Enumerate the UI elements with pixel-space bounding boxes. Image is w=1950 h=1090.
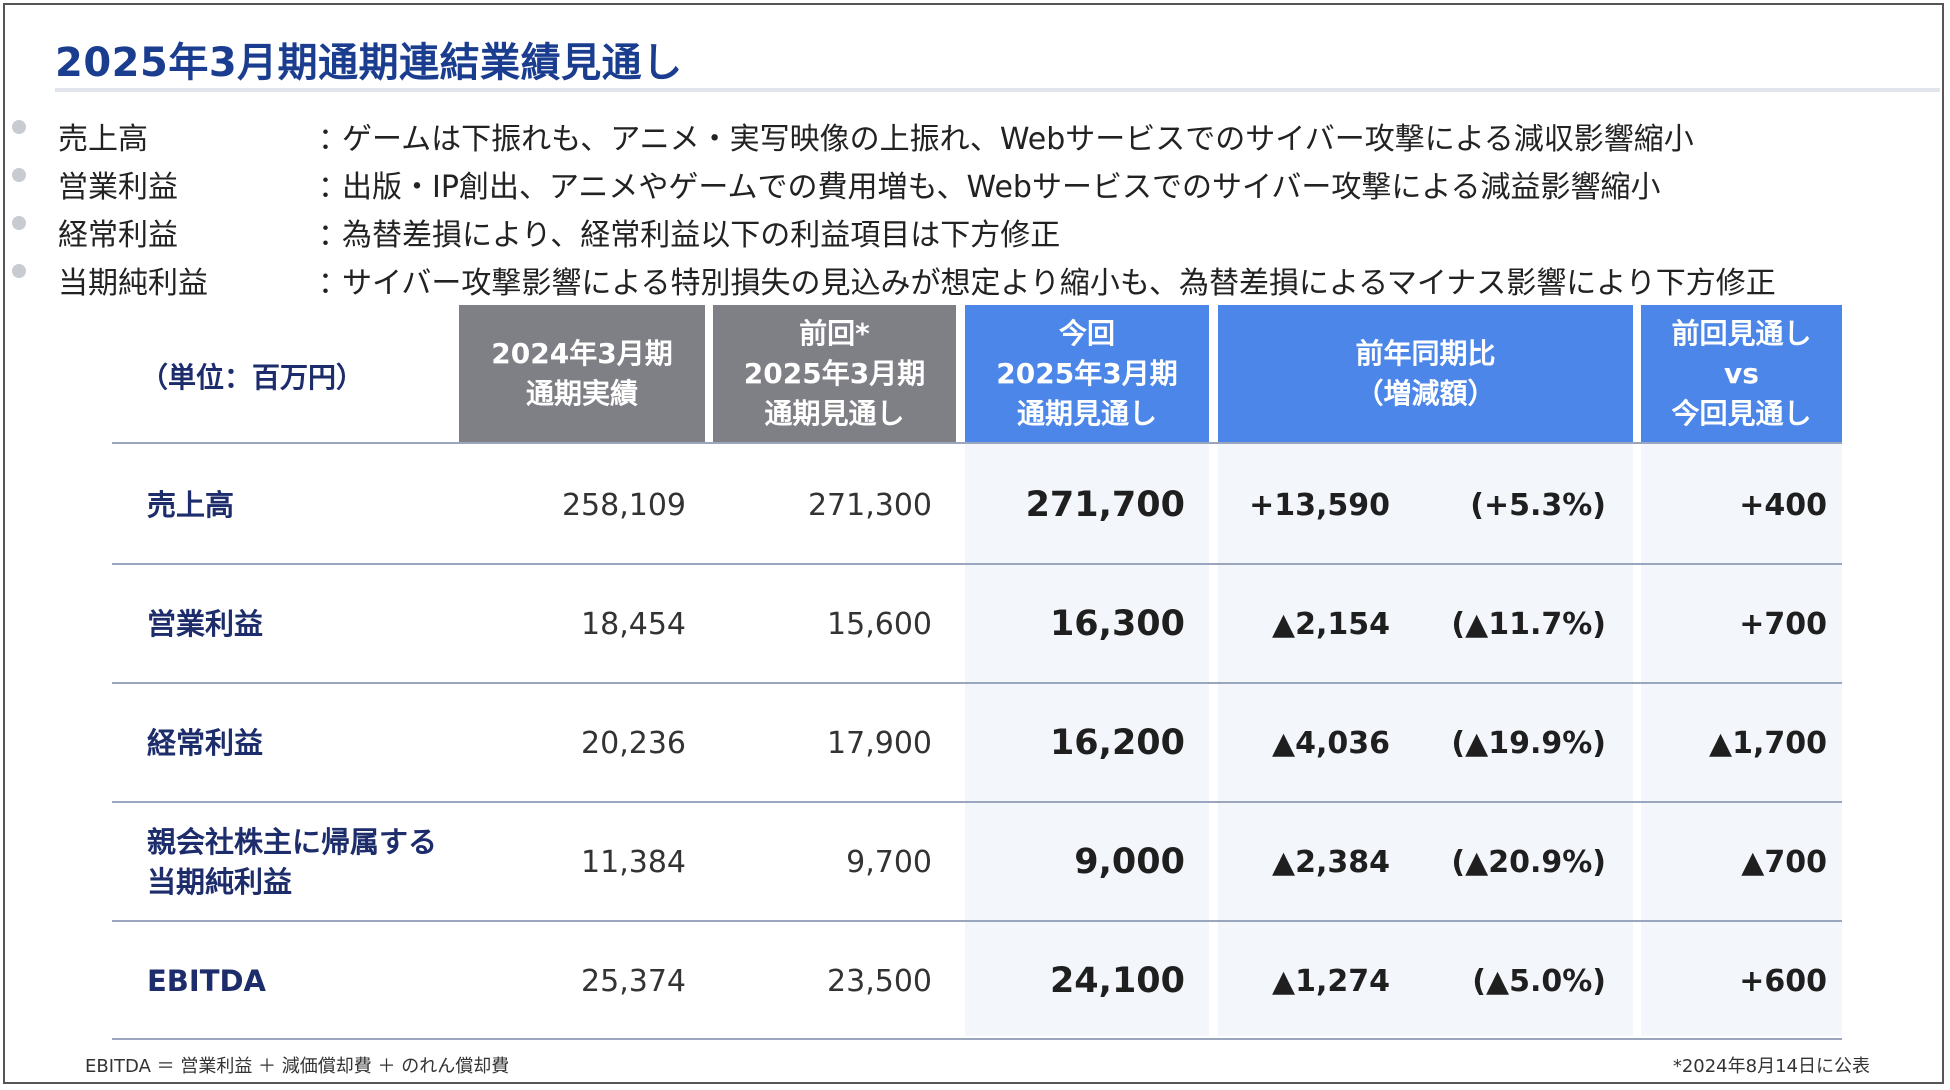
cell-fy2024: 20,236 — [581, 725, 686, 761]
header-line: 前回見通し — [1671, 317, 1812, 350]
cell-vs-previous: ▲1,700 — [1709, 725, 1827, 761]
cell-previous-forecast: 23,500 — [827, 963, 932, 999]
bullet-dot-icon — [12, 264, 26, 278]
bullet-description: 出版・IP創出、アニメやゲームでの費用増も、Webサービスでのサイバー攻撃による… — [342, 170, 1661, 205]
bullet-item: 売上高 ： ゲームは下振れも、アニメ・実写映像の上振れ、Webサービスでのサイバ… — [0, 110, 1950, 158]
footnote-announcement-date: *2024年8月14日に公表 — [1672, 1056, 1870, 1077]
cell-vs-previous: +600 — [1739, 963, 1827, 999]
header-line: vs — [1724, 357, 1759, 390]
bullet-colon: ： — [318, 170, 348, 205]
row-divider — [112, 920, 1842, 922]
bullet-dot-icon — [12, 120, 26, 134]
header-line: 通期見通し — [764, 397, 905, 430]
bullet-term: 売上高 — [58, 122, 148, 157]
yoy-column-bg — [1218, 444, 1633, 1036]
cell-yoy-percent: (▲11.7%) — [1451, 606, 1606, 642]
cell-yoy-amount: ▲2,154 — [1272, 606, 1390, 642]
header-line: 通期実績 — [525, 377, 638, 410]
bullet-colon: ： — [318, 218, 348, 253]
cell-fy2024: 11,384 — [581, 844, 686, 880]
header-yoy-change: 前年同期比 （増減額） — [1218, 305, 1633, 443]
header-line: 前回* — [799, 317, 870, 350]
cell-yoy-amount: +13,590 — [1249, 487, 1390, 523]
header-prev-vs-current: 前回見通し vs 今回見通し — [1641, 305, 1842, 443]
cell-previous-forecast: 15,600 — [827, 606, 932, 642]
header-line: 通期見通し — [1016, 397, 1157, 430]
bullet-description: ゲームは下振れも、アニメ・実写映像の上振れ、Webサービスでのサイバー攻撃による… — [342, 122, 1694, 157]
current-forecast-column-bg — [965, 444, 1209, 1036]
header-divider — [112, 442, 1842, 444]
row-divider — [112, 1038, 1842, 1040]
footnote-ebitda-definition: EBITDA ＝ 営業利益 ＋ 減価償却費 ＋ のれん償却費 — [85, 1056, 510, 1077]
table-row: 親会社株主に帰属する 当期純利益 11,384 9,700 9,000 ▲2,38… — [112, 803, 1842, 921]
bullet-term: 当期純利益 — [58, 266, 208, 301]
row-divider — [112, 682, 1842, 684]
cell-vs-previous: +700 — [1739, 606, 1827, 642]
cell-vs-previous: ▲700 — [1741, 844, 1827, 880]
page-title: 2025年3月期通期連結業績見通し — [55, 40, 683, 86]
bullet-dot-icon — [12, 216, 26, 230]
row-divider — [112, 563, 1842, 565]
header-previous-forecast: 前回* 2025年3月期 通期見通し — [713, 305, 956, 443]
cell-current-forecast: 16,200 — [1049, 723, 1185, 763]
cell-yoy-percent: (▲20.9%) — [1451, 844, 1606, 880]
header-line: （増減額） — [1355, 377, 1496, 410]
cell-vs-previous: +400 — [1739, 487, 1827, 523]
row-label: 親会社株主に帰属する 当期純利益 — [147, 825, 438, 899]
bullet-item: 営業利益 ： 出版・IP創出、アニメやゲームでの費用増も、Webサービスでのサイ… — [0, 158, 1950, 206]
header-line: 前年同期比 — [1355, 337, 1496, 370]
bullet-item: 経常利益 ： 為替差損により、経常利益以下の利益項目は下方修正 — [0, 206, 1950, 254]
header-fy2024-actual: 2024年3月期 通期実績 — [459, 305, 705, 443]
table-row: EBITDA 25,374 23,500 24,100 ▲1,274 (▲5.0… — [112, 922, 1842, 1040]
cell-yoy-percent: (+5.3%) — [1470, 487, 1606, 523]
cell-fy2024: 258,109 — [561, 487, 686, 523]
header-line: 2025年3月期 — [743, 357, 926, 390]
bullet-colon: ： — [318, 122, 348, 157]
title-divider — [55, 88, 1940, 92]
cell-yoy-percent: (▲19.9%) — [1451, 725, 1606, 761]
unit-label: （単位：百万円） — [140, 361, 365, 394]
vs-column-bg — [1641, 444, 1842, 1036]
bullet-term: 営業利益 — [58, 170, 178, 205]
row-label: EBITDA — [147, 964, 267, 998]
header-line: 2024年3月期 — [491, 337, 673, 370]
cell-current-forecast: 9,000 — [1074, 842, 1185, 882]
cell-fy2024: 18,454 — [581, 606, 686, 642]
header-current-forecast: 今回 2025年3月期 通期見通し — [965, 305, 1209, 443]
row-label: 売上高 — [147, 488, 235, 522]
cell-yoy-percent: (▲5.0%) — [1472, 963, 1606, 999]
bullet-colon: ： — [318, 266, 348, 301]
cell-yoy-amount: ▲4,036 — [1272, 725, 1390, 761]
cell-current-forecast: 16,300 — [1049, 604, 1185, 644]
cell-previous-forecast: 9,700 — [846, 844, 932, 880]
table-row: 営業利益 18,454 15,600 16,300 ▲2,154 (▲11.7%… — [112, 565, 1842, 683]
cell-yoy-amount: ▲2,384 — [1272, 844, 1390, 880]
row-label: 営業利益 — [147, 607, 264, 641]
table-row: 売上高 258,109 271,300 271,700 +13,590 (+5.… — [112, 446, 1842, 564]
header-line: 今回 — [1058, 317, 1115, 350]
cell-previous-forecast: 17,900 — [827, 725, 932, 761]
bullet-description: 為替差損により、経常利益以下の利益項目は下方修正 — [342, 218, 1061, 253]
bullet-dot-icon — [12, 168, 26, 182]
slide-frame — [3, 3, 1944, 1084]
cell-yoy-amount: ▲1,274 — [1272, 963, 1390, 999]
table-row: 経常利益 20,236 17,900 16,200 ▲4,036 (▲19.9%… — [112, 684, 1842, 802]
bullet-description: サイバー攻撃影響による特別損失の見込みが想定より縮小も、為替差損によるマイナス影… — [342, 266, 1776, 301]
bullet-term: 経常利益 — [58, 218, 178, 253]
bullet-item: 当期純利益 ： サイバー攻撃影響による特別損失の見込みが想定より縮小も、為替差損… — [0, 254, 1950, 302]
row-divider — [112, 801, 1842, 803]
row-label: 経常利益 — [147, 726, 264, 760]
cell-previous-forecast: 271,300 — [807, 487, 932, 523]
header-line: 2025年3月期 — [996, 357, 1178, 390]
header-line: 今回見通し — [1671, 397, 1812, 430]
cell-current-forecast: 271,700 — [1025, 485, 1185, 525]
cell-fy2024: 25,374 — [581, 963, 686, 999]
cell-current-forecast: 24,100 — [1049, 961, 1185, 1001]
